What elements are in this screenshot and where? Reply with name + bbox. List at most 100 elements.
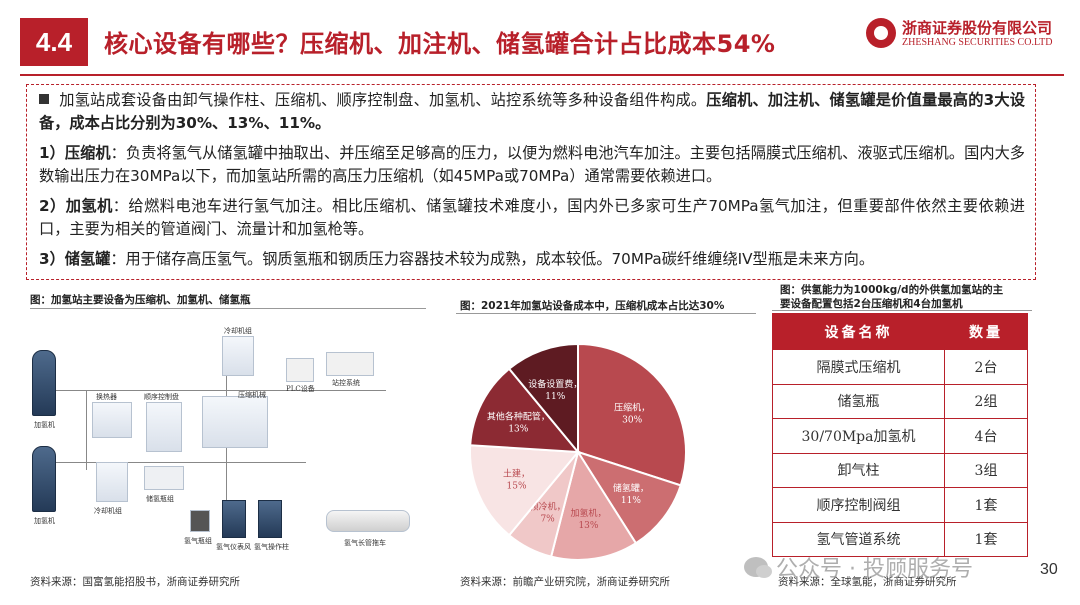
pie-svg: 压缩机， 30% 储氢罐， 11% 加氢机， 13% 预冷机， 7% 土建， 15% 其他各种配管，… xyxy=(469,342,687,561)
watermark-text: 公众号 · 投顾服务号 xyxy=(776,557,973,582)
equipment-qty: 2台 xyxy=(944,349,1028,385)
company-logo: 浙商证券股份有限公司 ZHESHANG SECURITIES CO.LTD xyxy=(866,16,1066,52)
dispenser-bottom-label: 加氢机 xyxy=(34,517,55,525)
equipment-name: 顺序控制阀组 xyxy=(772,487,945,523)
cost-pie-chart: 压缩机， 30% 储氢罐， 11% 加氢机， 13% 预冷机， 7% 土建， 15% 其他各种配管，… xyxy=(458,332,698,572)
table-row: 储氢瓶 2组 xyxy=(772,383,1028,419)
table-header-row: 设备名称 数量 xyxy=(772,313,1028,350)
pie-slice-value: 13% xyxy=(508,425,528,435)
equipment-qty: 3组 xyxy=(944,452,1028,488)
unloading-post-label: 氢气操作柱 xyxy=(254,543,289,551)
logo-mark-icon xyxy=(866,18,896,48)
pie-slice xyxy=(469,444,581,537)
dispenser-text: ：给燃料电池车进行氢气加注。相比压缩机、储氢罐技术难度小，国内外已多家可生产70… xyxy=(39,197,1025,238)
compressor-text: ：负责将氢气从储氢罐中抽取出、并压缩至足够高的压力，以便为燃料电池汽车加注。主要… xyxy=(39,144,1025,185)
pie-slice-value: 7% xyxy=(540,515,555,525)
bullet-square-icon xyxy=(39,94,49,104)
equipment-name: 30/70Mpa加氢机 xyxy=(772,418,945,454)
dispenser-top-device xyxy=(32,350,56,416)
heat-exchanger-device xyxy=(92,402,132,438)
pie-slice xyxy=(507,342,579,455)
compressor-device xyxy=(202,396,268,448)
page-number: 30 xyxy=(1040,561,1058,578)
control-panel-device xyxy=(146,402,182,452)
pie-slice-label: 加氢机， xyxy=(570,507,606,519)
equipment-config-table: 设备名称 数量 隔膜式压缩机 2台 储氢瓶 2组 30/70Mpa加氢机 4台 卸气柱… xyxy=(772,313,1028,557)
pie-slice xyxy=(575,450,682,545)
equipment-name: 氢气管道系统 xyxy=(772,521,945,557)
heat-exchanger-label: 换热器 xyxy=(96,393,117,401)
h2-bottle-label: 氢气瓶组 xyxy=(184,537,212,545)
storage-label: 储氢瓶组 xyxy=(146,495,174,503)
pie-slice xyxy=(469,367,581,454)
tube-trailer-device xyxy=(326,510,410,532)
equipment-name: 隔膜式压缩机 xyxy=(772,349,945,385)
table-row: 隔膜式压缩机 2台 xyxy=(772,349,1028,385)
equipment-diagram: 加氢机 加氢机 换热器 顺序控制盘 冷却机组 压缩机械 PLC设备 站控系统 冷… xyxy=(26,322,422,572)
pie-slice-value: 13% xyxy=(578,521,598,531)
right-caption-line1: 图：供氢能力为1000kg/d的外供氢加氢站的主 xyxy=(780,284,1004,296)
plc-device xyxy=(286,358,314,382)
storage-paragraph: 3）储氢罐：用于储存高压氢气。钢质氢瓶和钢质压力容器技术较为成熟，成本较低。70… xyxy=(39,248,1025,271)
table-header-name: 设备名称 xyxy=(772,313,945,350)
left-figure-source: 资料来源：国富氢能招股书，浙商证券研究所 xyxy=(30,576,240,588)
pie-slice-label: 预冷机， xyxy=(530,501,566,513)
equipment-qty: 1套 xyxy=(944,521,1028,557)
storage-heading: 3）储氢罐 xyxy=(39,250,111,268)
right-caption-underline xyxy=(772,310,1032,311)
chiller-top-label: 冷却机组 xyxy=(224,327,252,335)
pie-slice-value: 15% xyxy=(507,482,527,492)
compressor-label: 压缩机械 xyxy=(238,391,266,399)
equipment-qty: 4台 xyxy=(944,418,1028,454)
left-caption-underline xyxy=(30,308,426,309)
unloading-post-device xyxy=(258,500,282,538)
station-control-label: 站控系统 xyxy=(332,379,360,387)
table-row: 氢气管道系统 1套 xyxy=(772,521,1028,557)
plc-label: PLC设备 xyxy=(286,385,315,393)
dispenser-top-label: 加氢机 xyxy=(34,421,55,429)
chiller-bottom-device xyxy=(96,462,128,502)
logo-name-en: ZHESHANG SECURITIES CO.LTD xyxy=(902,37,1053,48)
station-control-device xyxy=(326,352,374,376)
wechat-icon xyxy=(744,557,772,578)
right-caption-line2: 要设备配置包括2台压缩机和4台加氢机 xyxy=(780,298,963,310)
dispenser-heading: 2）加氢机 xyxy=(39,197,113,215)
chiller-top-device xyxy=(222,336,254,376)
h2-cabinet-label: 氢气仪表风 xyxy=(216,543,251,551)
equipment-name: 储氢瓶 xyxy=(772,383,945,419)
watermark: 公众号 · 投顾服务号 xyxy=(744,552,973,582)
section-number-badge: 4.4 xyxy=(20,18,88,66)
mid-figure-caption: 图：2021年加氢站设备成本中，压缩机成本占比达30% xyxy=(460,300,725,312)
pie-slice-label: 土建， xyxy=(503,468,530,480)
intro-text: 加氢站成套设备由卸气操作柱、压缩机、顺序控制盘、加氢机、站控系统等多种设备组件构… xyxy=(59,91,707,109)
pie-slice-label: 压缩机， xyxy=(614,402,650,414)
pie-slice-label: 其他各种配管， xyxy=(487,411,550,423)
compressor-paragraph: 1）压缩机：负责将氢气从储氢罐中抽取出、并压缩至足够高的压力，以便为燃料电池汽车… xyxy=(39,142,1025,187)
pie-slice xyxy=(549,449,638,561)
logo-name-cn: 浙商证券股份有限公司 xyxy=(902,19,1053,37)
header-divider xyxy=(20,74,1064,76)
equipment-qty: 1套 xyxy=(944,487,1028,523)
h2-bottle-device xyxy=(190,510,210,532)
mid-figure-source: 资料来源：前瞻产业研究院，浙商证券研究所 xyxy=(460,576,670,588)
table-row: 30/70Mpa加氢机 4台 xyxy=(772,418,1028,454)
storage-text: ：用于储存高压氢气。钢质氢瓶和钢质压力容器技术较为成熟，成本较低。70MPa碳纤… xyxy=(110,250,875,268)
chiller-bottom-label: 冷却机组 xyxy=(94,507,122,515)
pie-slice-value: 11% xyxy=(545,392,565,402)
equipment-qty: 2组 xyxy=(944,383,1028,419)
dispenser-paragraph: 2）加氢机：给燃料电池车进行氢气加注。相比压缩机、储氢罐技术难度小，国内外已多家… xyxy=(39,195,1025,240)
mid-caption-underline xyxy=(456,313,756,314)
dispenser-bottom-device xyxy=(32,446,56,512)
right-figure-source: 资料来源：全球氢能，浙商证券研究所 xyxy=(778,576,957,588)
pie-slice-value: 11% xyxy=(621,496,641,506)
pie-slice-label: 储氢罐， xyxy=(613,482,649,494)
storage-device xyxy=(144,466,184,490)
table-row: 卸气柱 3组 xyxy=(772,452,1028,488)
tube-trailer-label: 氢气长管拖车 xyxy=(344,539,386,547)
page-title: 核心设备有哪些？压缩机、加注机、储氢罐合计占比成本54% xyxy=(104,30,776,58)
left-figure-caption: 图：加氢站主要设备为压缩机、加氢机、储氢瓶 xyxy=(30,294,251,306)
summary-box: 加氢站成套设备由卸气操作柱、压缩机、顺序控制盘、加氢机、站控系统等多种设备组件构… xyxy=(26,84,1036,280)
pie-slice xyxy=(577,342,687,487)
control-panel-label: 顺序控制盘 xyxy=(144,393,179,401)
h2-cabinet-device xyxy=(222,500,246,538)
